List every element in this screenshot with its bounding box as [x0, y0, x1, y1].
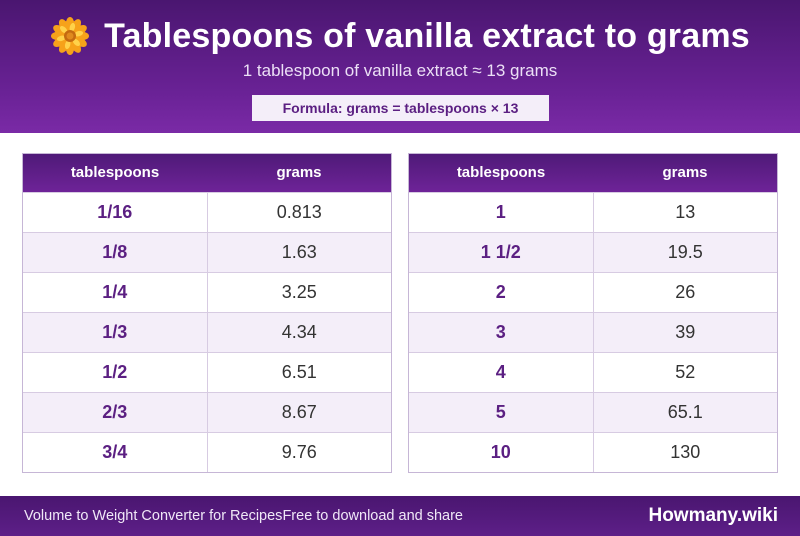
tablespoons-cell: 3 — [409, 311, 594, 352]
table-row: 3 39 — [409, 311, 777, 352]
table-row: 1/8 1.63 — [23, 231, 391, 272]
tablespoons-cell: 1 — [409, 191, 594, 232]
footer-converter-label: Volume to Weight Converter for Recipes — [24, 508, 283, 524]
table-row: 1/4 3.25 — [23, 271, 391, 312]
table-row: 10 130 — [409, 431, 777, 472]
footer-share-label: Free to download and share — [282, 508, 464, 524]
table-row: 3/4 9.76 — [23, 431, 391, 472]
tablespoons-cell: 1/16 — [23, 191, 208, 232]
table-row: 1 1/2 19.5 — [409, 231, 777, 272]
table-header-row: tablespoons grams — [23, 154, 391, 192]
tablespoons-cell: 1/8 — [23, 231, 208, 272]
table-row: 2/3 8.67 — [23, 391, 391, 432]
conversion-table-small: tablespoons grams 1/16 0.813 1/8 1.63 1/… — [22, 153, 392, 473]
footer-brand: Howmany.wiki — [648, 505, 778, 526]
footer-bar: Volume to Weight Converter for Recipes Fr… — [0, 496, 800, 536]
tablespoons-cell: 2/3 — [23, 391, 208, 432]
page-subtitle: 1 tablespoon of vanilla extract ≈ 13 gra… — [242, 61, 558, 80]
table-header-row: tablespoons grams — [409, 154, 777, 192]
column-header-tablespoons: tablespoons — [409, 154, 593, 192]
page-title: Tablespoons of vanilla extract to grams — [104, 16, 750, 55]
flower-icon — [51, 17, 90, 55]
tablespoons-cell: 1/4 — [23, 271, 208, 312]
grams-cell: 13 — [593, 191, 777, 232]
table-row: 2 26 — [409, 271, 777, 312]
grams-cell: 52 — [593, 351, 777, 392]
grams-cell: 3.25 — [207, 271, 391, 312]
grams-cell: 19.5 — [593, 231, 777, 272]
grams-cell: 26 — [593, 271, 777, 312]
table-row: 1/3 4.34 — [23, 311, 391, 352]
conversion-table-large: tablespoons grams 1 13 1 1/2 19.5 2 26 3… — [408, 153, 778, 473]
grams-cell: 9.76 — [207, 431, 391, 472]
title-row: Tablespoons of vanilla extract to grams — [0, 14, 800, 58]
table-row: 1/16 0.813 — [23, 191, 391, 232]
grams-cell: 1.63 — [207, 231, 391, 272]
tablespoons-cell: 1 1/2 — [409, 231, 594, 272]
header-banner: Tablespoons of vanilla extract to grams … — [0, 0, 800, 133]
table-row: 4 52 — [409, 351, 777, 392]
grams-cell: 65.1 — [593, 391, 777, 432]
grams-cell: 6.51 — [207, 351, 391, 392]
tablespoons-cell: 1/2 — [23, 351, 208, 392]
grams-cell: 8.67 — [207, 391, 391, 432]
tablespoons-cell: 4 — [409, 351, 594, 392]
tablespoons-cell: 3/4 — [23, 431, 208, 472]
footer-text: Volume to Weight Converter for Recipes Fr… — [24, 496, 463, 536]
tablespoons-cell: 1/3 — [23, 311, 208, 352]
column-header-tablespoons: tablespoons — [23, 154, 207, 192]
formula-box: Formula: grams = tablespoons × 13 — [252, 95, 549, 121]
grams-cell: 39 — [593, 311, 777, 352]
table-row: 1/2 6.51 — [23, 351, 391, 392]
table-row: 1 13 — [409, 191, 777, 232]
tablespoons-cell: 10 — [409, 431, 594, 472]
grams-cell: 130 — [593, 431, 777, 472]
column-header-grams: grams — [207, 154, 391, 192]
grams-cell: 0.813 — [207, 191, 391, 232]
table-row: 5 65.1 — [409, 391, 777, 432]
tablespoons-cell: 5 — [409, 391, 594, 432]
tablespoons-cell: 2 — [409, 271, 594, 312]
column-header-grams: grams — [593, 154, 777, 192]
grams-cell: 4.34 — [207, 311, 391, 352]
